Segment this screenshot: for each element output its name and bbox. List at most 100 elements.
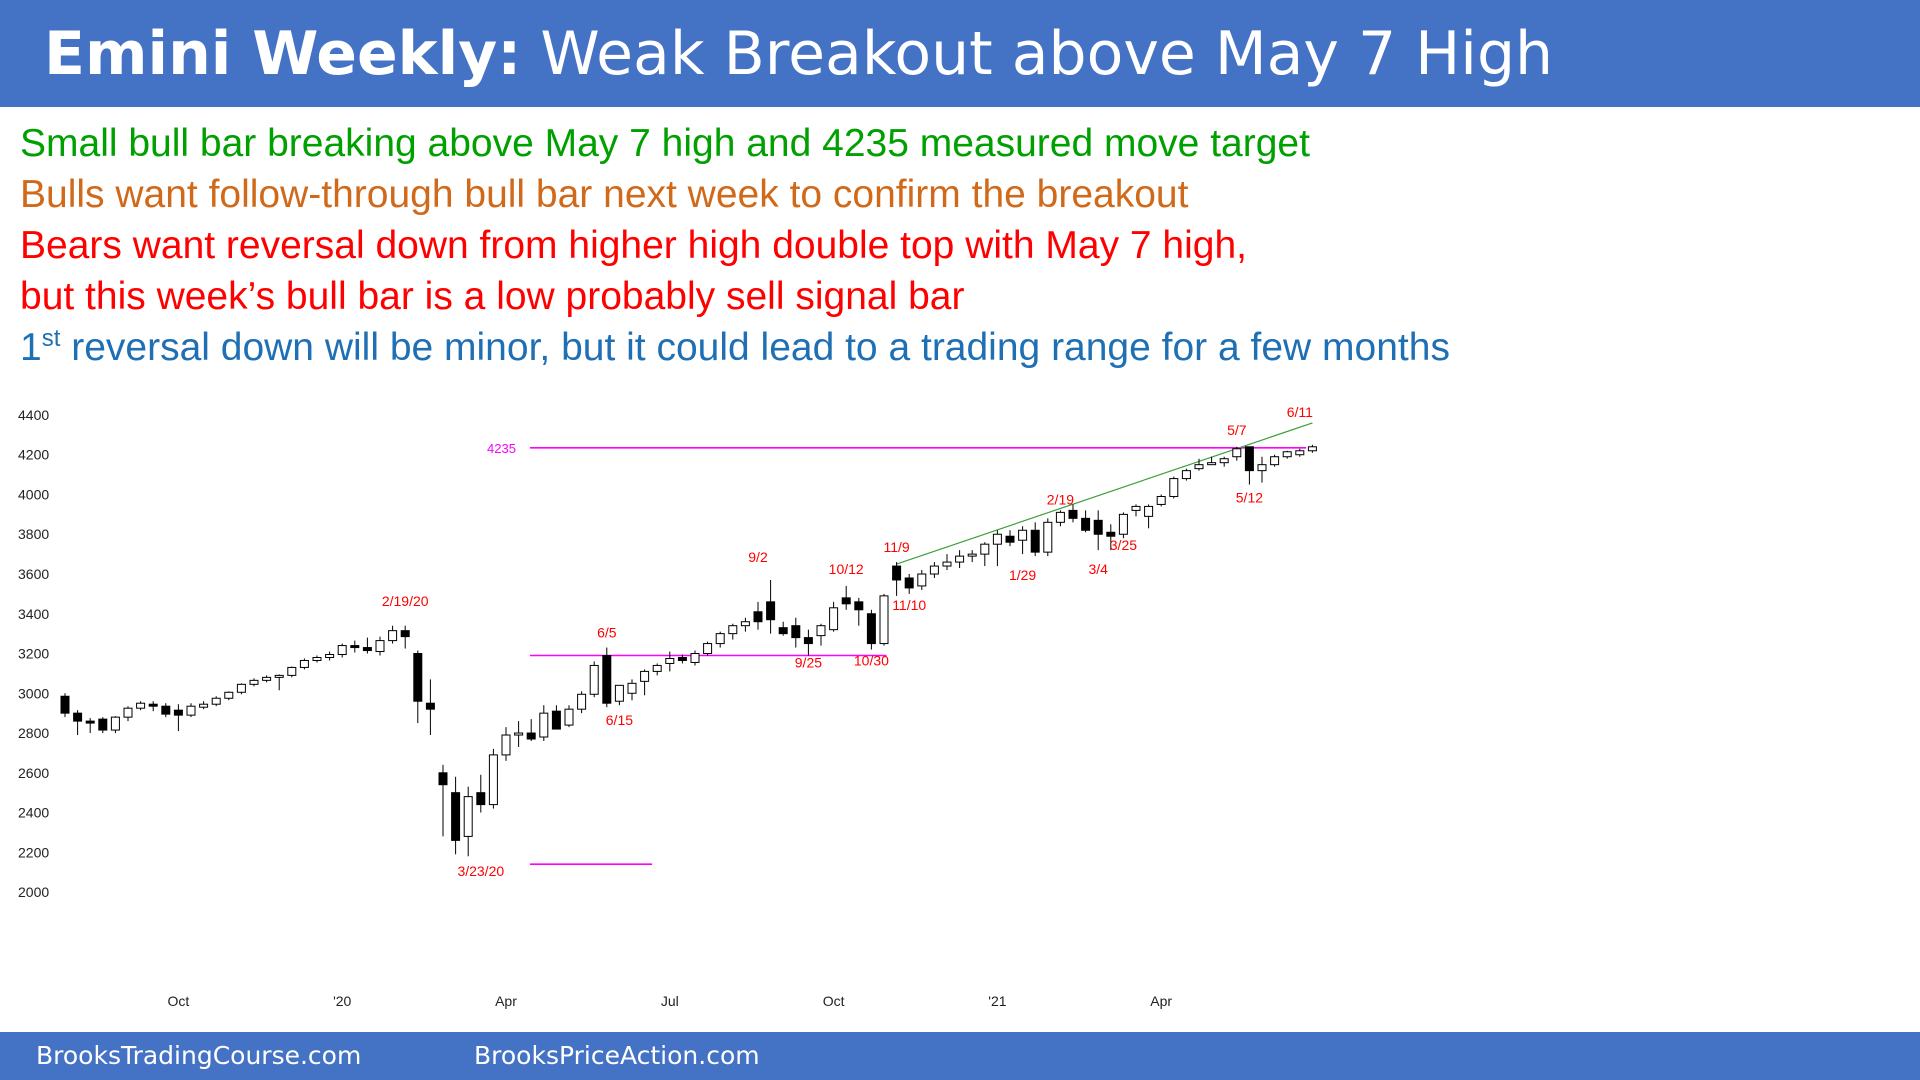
- candle: [665, 651, 675, 672]
- candle: [249, 678, 259, 687]
- horizontal-levels: 4235: [487, 441, 1307, 866]
- bull-candle-body: [539, 712, 549, 738]
- candle: [501, 727, 511, 761]
- bull-candle-body: [1055, 511, 1065, 523]
- candle: [211, 696, 221, 707]
- y-tick-label: 3200: [18, 646, 49, 662]
- candle: [413, 650, 423, 724]
- ordinal-number: 1: [20, 326, 42, 369]
- candle: [829, 601, 839, 632]
- date-annotation: 3/25: [1110, 537, 1137, 553]
- date-annotation: 2/19/20: [382, 593, 429, 609]
- bull-candle-body: [375, 640, 385, 653]
- candle: [614, 684, 624, 706]
- bull-candle-body: [501, 734, 511, 756]
- candle: [1118, 512, 1128, 539]
- bear-candle-body: [98, 718, 108, 731]
- title-rest-part: Weak Breakout above May 7 High: [521, 19, 1554, 89]
- bull-candle-body: [728, 625, 738, 635]
- candle: [274, 674, 284, 691]
- candle: [375, 636, 385, 656]
- candle: [1005, 530, 1015, 547]
- comment-line-5: 1st reversal down will be minor, but it …: [20, 322, 1450, 373]
- bull-candle-body: [337, 645, 347, 656]
- bull-candle-body: [249, 679, 259, 685]
- candle: [325, 651, 335, 661]
- bull-candle-body: [703, 643, 713, 655]
- bear-candle-body: [677, 656, 687, 661]
- bear-candle-body: [778, 627, 788, 635]
- candle: [98, 717, 108, 734]
- bull-candle-body: [1270, 456, 1280, 466]
- bear-candle-body: [1244, 446, 1254, 472]
- y-tick-label: 2600: [18, 765, 49, 781]
- bull-candle-body: [929, 565, 939, 575]
- candle: [892, 562, 902, 596]
- candle: [73, 710, 83, 736]
- candle: [551, 705, 561, 730]
- date-annotation: 3/23/20: [457, 863, 504, 879]
- y-tick-label: 3000: [18, 685, 49, 701]
- bull-candle-body: [186, 705, 196, 716]
- bear-candle-body: [400, 630, 410, 638]
- bear-candle-body: [362, 647, 372, 652]
- y-tick-label: 3600: [18, 566, 49, 582]
- brookstradingcourse-link[interactable]: BrooksTradingCourse.com: [36, 1041, 362, 1070]
- bear-candle-body: [1106, 531, 1116, 537]
- y-tick-label: 2200: [18, 844, 49, 860]
- y-tick-label: 3400: [18, 606, 49, 622]
- candle: [1106, 524, 1116, 551]
- bull-candle-body: [1018, 529, 1028, 541]
- candle: [803, 629, 813, 656]
- candle: [337, 643, 347, 658]
- candle: [161, 703, 171, 718]
- x-tick-label: Apr: [1150, 993, 1172, 1009]
- bear-candle-body: [451, 792, 461, 841]
- bear-candle-body: [476, 792, 486, 806]
- candle: [224, 691, 234, 701]
- y-tick-label: 2000: [18, 884, 49, 900]
- bull-candle-body: [312, 656, 322, 661]
- date-annotation: 10/12: [829, 561, 864, 577]
- bull-candle-body: [388, 630, 398, 642]
- date-annotation: 6/11: [1287, 404, 1313, 420]
- candle: [1244, 446, 1254, 485]
- candle: [1131, 504, 1141, 517]
- candle: [854, 597, 864, 626]
- candle: [1081, 510, 1091, 533]
- bear-candle-body: [161, 705, 171, 715]
- candle: [123, 706, 133, 722]
- date-annotation: 5/7: [1227, 422, 1247, 438]
- candle: [1282, 450, 1292, 459]
- bear-candle-body: [148, 703, 158, 707]
- candle: [1270, 454, 1280, 467]
- candle: [602, 647, 612, 708]
- candle: [287, 666, 297, 678]
- candle: [955, 550, 965, 569]
- bull-candle-body: [589, 664, 599, 695]
- candle: [879, 593, 889, 646]
- candle: [148, 701, 158, 712]
- comment-line-4: but this week’s bull bar is a low probab…: [20, 275, 965, 318]
- brookspriceaction-link[interactable]: BrooksPriceAction.com: [474, 1041, 760, 1070]
- bull-candle-body: [488, 754, 498, 806]
- bull-candle-body: [917, 573, 927, 587]
- bull-candle-body: [577, 693, 587, 710]
- bear-candle-body: [60, 695, 70, 714]
- candle: [110, 716, 120, 734]
- candle: [1232, 446, 1242, 461]
- x-axis: Oct '20 Apr Jul Oct '21 Apr: [168, 993, 1173, 1009]
- bull-candle-body: [463, 796, 473, 837]
- x-tick-label: Oct: [823, 993, 845, 1009]
- bull-candle-body: [274, 674, 284, 678]
- x-tick-label: '21: [988, 993, 1006, 1009]
- bear-candle-body: [438, 772, 448, 786]
- bear-candle-body: [1030, 529, 1040, 553]
- candle: [929, 562, 939, 578]
- candle: [136, 701, 146, 711]
- bear-candle-body: [841, 597, 851, 605]
- date-annotation: 5/12: [1236, 489, 1263, 505]
- bear-candle-body: [791, 625, 801, 639]
- candle: [312, 655, 322, 663]
- bull-candle-body: [1207, 462, 1217, 466]
